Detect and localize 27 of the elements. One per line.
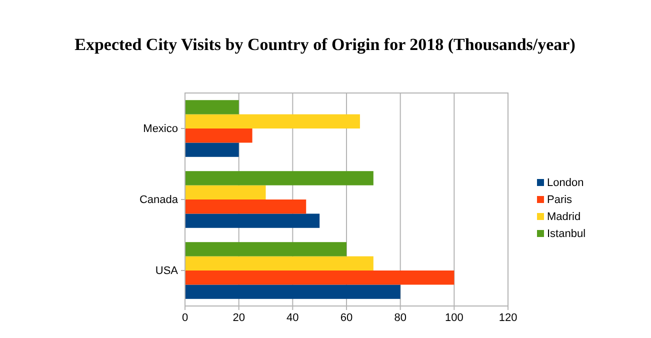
bar: [185, 100, 239, 114]
x-tick-label: 60: [340, 312, 353, 324]
bar: [185, 171, 374, 186]
bar: [185, 142, 239, 157]
chart-title: Expected City Visits by Country of Origin for 2018 (Thousands/year): [74, 35, 576, 54]
y-tick-label: Canada: [139, 194, 179, 206]
x-tick-label: 20: [232, 312, 245, 324]
bar: [185, 214, 320, 228]
legend-label: Istanbul: [547, 228, 586, 240]
x-tick-label: 40: [286, 312, 299, 324]
legend-label: Paris: [547, 194, 573, 206]
x-tick-label: 120: [498, 312, 518, 324]
bar: [185, 284, 400, 299]
bar: [185, 270, 454, 285]
bar: [185, 114, 360, 128]
x-tick-label: 80: [394, 312, 406, 324]
bar: [185, 185, 266, 200]
bar: [185, 256, 374, 270]
y-tick-label: Mexico: [143, 123, 178, 136]
legend-label: Madrid: [547, 211, 581, 223]
x-tick-label: 0: [182, 312, 188, 324]
bar: [185, 242, 346, 256]
y-tick-label: USA: [155, 265, 179, 278]
bar: [185, 200, 306, 214]
bar: [185, 128, 252, 143]
x-tick-label: 100: [444, 312, 464, 324]
legend-label: London: [547, 177, 584, 189]
